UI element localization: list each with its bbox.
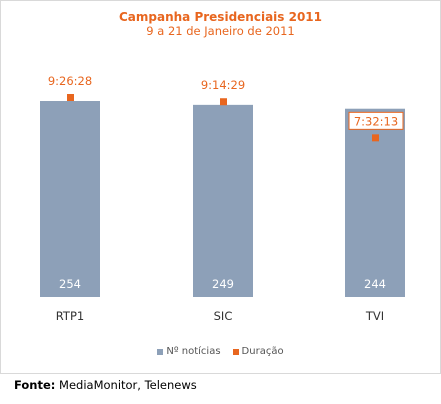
chart-legend: Nº notícias Duração: [0, 346, 441, 357]
category-label: SIC: [214, 309, 233, 323]
legend-label-duracao: Duração: [241, 346, 284, 357]
source-label: Fonte:: [14, 378, 56, 392]
duration-marker: [372, 134, 379, 142]
duration-label-box: [348, 111, 404, 130]
legend-label-noticias: Nº notícias: [166, 346, 221, 357]
bar-sic: [193, 104, 253, 297]
source-text: MediaMonitor, Telenews: [59, 378, 197, 392]
legend-item-duracao: Duração: [232, 346, 284, 357]
bar-rtp1: [40, 101, 100, 297]
legend-item-noticias: Nº notícias: [157, 346, 221, 357]
duration-label: 9:26:28: [48, 74, 92, 88]
source-note: Fonte: MediaMonitor, Telenews: [14, 378, 197, 392]
bar-value-label: 244: [364, 277, 386, 291]
chart-subtitle: 9 a 21 de Janeiro de 2011: [146, 24, 295, 38]
chart-title: Campanha Presidenciais 2011: [119, 10, 322, 24]
bar-value-label: 254: [59, 277, 81, 291]
legend-swatch-noticias: [157, 348, 164, 355]
duration-label: 9:14:29: [201, 78, 245, 92]
duration-label: 7:32:13: [354, 114, 398, 128]
category-label: RTP1: [56, 309, 84, 323]
duration-marker: [67, 94, 74, 101]
duration-marker: [220, 98, 227, 106]
bar-value-label: 249: [212, 277, 234, 291]
category-label: TVI: [365, 309, 384, 323]
legend-swatch-duracao: [232, 348, 239, 355]
